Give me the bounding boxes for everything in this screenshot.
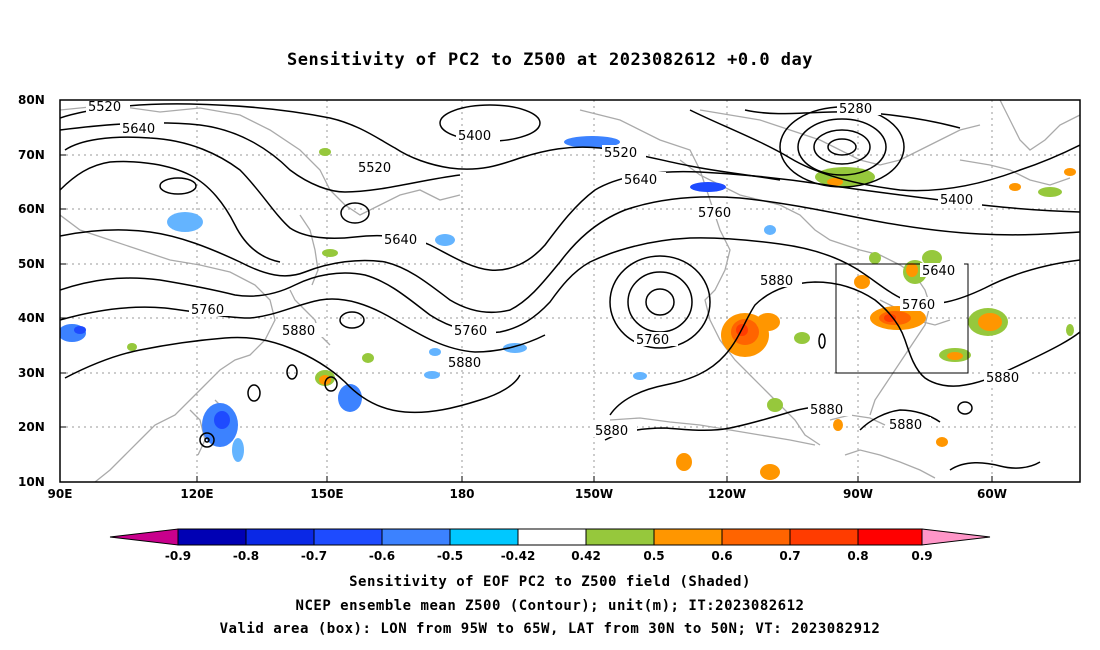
colorbar-max-triangle bbox=[921, 528, 991, 546]
colorbar-swatch bbox=[449, 528, 519, 546]
lat-tick-label: 20N bbox=[18, 420, 45, 434]
colorbar-swatch bbox=[313, 528, 383, 546]
lon-tick-label: 60W bbox=[977, 487, 1007, 501]
colorbar-min-triangle bbox=[109, 528, 179, 546]
colorbar-label: -0.8 bbox=[233, 549, 259, 563]
contour-label: 5880 bbox=[448, 356, 481, 371]
lon-tick-label: 180 bbox=[449, 487, 474, 501]
colorbar-swatch bbox=[517, 528, 587, 546]
lon-tick-label: 90E bbox=[48, 487, 73, 501]
contour-label: 5640 bbox=[922, 264, 955, 279]
contour-label: 5760 bbox=[636, 333, 669, 348]
contour-label: 5640 bbox=[384, 233, 417, 248]
lat-tick-label: 40N bbox=[18, 311, 45, 325]
colorbar-label: 0.5 bbox=[643, 549, 664, 563]
valid-area-box bbox=[835, 263, 969, 374]
colorbar-swatch bbox=[585, 528, 655, 546]
contour-label: 5760 bbox=[698, 206, 731, 221]
contour-label: 5880 bbox=[889, 418, 922, 433]
lon-tick-label: 150W bbox=[575, 487, 613, 501]
contour-label: 5280 bbox=[839, 102, 872, 117]
colorbar-label: 0.9 bbox=[911, 549, 932, 563]
contour-label: 5760 bbox=[191, 303, 224, 318]
caption-contour: NCEP ensemble mean Z500 (Contour); unit(… bbox=[295, 598, 805, 614]
caption-valid-area: Valid area (box): LON from 95W to 65W, L… bbox=[219, 621, 881, 637]
latitude-labels: 80N 70N 60N 50N 40N 30N 20N 10N bbox=[18, 93, 45, 489]
colorbar-label: 0.7 bbox=[779, 549, 800, 563]
contour-labels: 5520 5640 5400 5520 5280 5640 5760 5400 … bbox=[86, 100, 1028, 439]
contour-label: 5520 bbox=[358, 161, 391, 176]
colorbar-swatch bbox=[245, 528, 315, 546]
colorbar-label: 0.8 bbox=[847, 549, 868, 563]
contour-label: 5880 bbox=[810, 403, 843, 418]
contour-label: 5760 bbox=[902, 298, 935, 313]
colorbar-label: -0.7 bbox=[301, 549, 327, 563]
tick-marks bbox=[60, 99, 993, 482]
contour-label: 5520 bbox=[604, 146, 637, 161]
colorbar-label: 0.42 bbox=[571, 549, 601, 563]
sensitivity-shading bbox=[60, 136, 1076, 480]
chart-title: Sensitivity of PC2 to Z500 at 2023082612… bbox=[286, 50, 813, 70]
lon-tick-label: 90W bbox=[843, 487, 873, 501]
contour-label: 5760 bbox=[454, 324, 487, 339]
lat-tick-label: 10N bbox=[18, 475, 45, 489]
lat-tick-label: 30N bbox=[18, 366, 45, 380]
colorbar-swatch bbox=[789, 528, 859, 546]
contour-label: 5640 bbox=[122, 122, 155, 137]
z500-contours bbox=[60, 103, 1080, 471]
lat-tick-label: 70N bbox=[18, 148, 45, 162]
colorbar-label: -0.5 bbox=[437, 549, 463, 563]
contour-label: 5400 bbox=[458, 129, 491, 144]
caption-shading: Sensitivity of EOF PC2 to Z500 field (Sh… bbox=[349, 574, 751, 590]
lat-tick-label: 50N bbox=[18, 257, 45, 271]
colorbar-swatch bbox=[177, 528, 247, 546]
contour-label: 5880 bbox=[595, 424, 628, 439]
colorbar-label: -0.6 bbox=[369, 549, 395, 563]
contour-label: 5880 bbox=[760, 274, 793, 289]
contour-label: 5640 bbox=[624, 173, 657, 188]
colorbar-label: 0.6 bbox=[711, 549, 732, 563]
colorbar-swatch bbox=[721, 528, 791, 546]
colorbar-swatch bbox=[857, 528, 923, 546]
colorbar-labels: -0.9 -0.8 -0.7 -0.6 -0.5 -0.42 0.42 0.5 … bbox=[165, 549, 933, 563]
lon-tick-label: 120W bbox=[708, 487, 746, 501]
contour-label: 5880 bbox=[282, 324, 315, 339]
colorbar-swatch bbox=[653, 528, 723, 546]
colorbar-label: -0.42 bbox=[501, 549, 536, 563]
contour-label: 5880 bbox=[986, 371, 1019, 386]
colorbar-swatch bbox=[381, 528, 451, 546]
contour-label: 5520 bbox=[88, 100, 121, 115]
colorbar-label: -0.9 bbox=[165, 549, 191, 563]
lon-tick-label: 150E bbox=[310, 487, 343, 501]
contour-label: 5400 bbox=[940, 193, 973, 208]
lon-tick-label: 120E bbox=[180, 487, 213, 501]
lat-tick-label: 60N bbox=[18, 202, 45, 216]
map-frame bbox=[59, 99, 1081, 483]
lat-tick-label: 80N bbox=[18, 93, 45, 107]
longitude-labels: 90E 120E 150E 180 150W 120W 90W 60W bbox=[48, 487, 1007, 501]
colorbar bbox=[109, 528, 991, 546]
